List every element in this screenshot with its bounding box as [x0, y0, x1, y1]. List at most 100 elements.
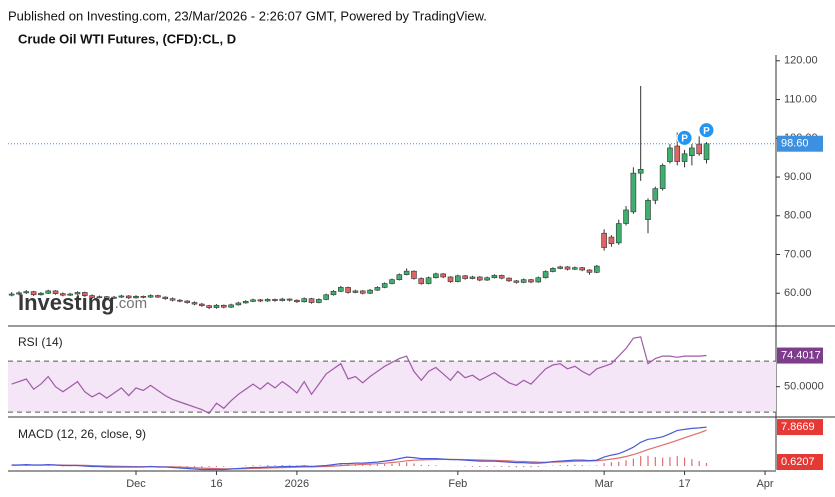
candle-body — [38, 292, 44, 296]
candle-body — [652, 188, 659, 201]
candle-body — [82, 292, 88, 296]
candle-body — [220, 304, 227, 308]
candle-body — [257, 299, 264, 302]
candle-body — [67, 293, 73, 296]
histogram-value-label-box — [777, 454, 823, 470]
candle-body — [45, 290, 52, 294]
candle-body — [352, 290, 359, 293]
y-tick-label: 60.00 — [784, 287, 812, 299]
candle-body — [213, 304, 220, 308]
candle-body — [286, 298, 293, 301]
candle-body — [667, 147, 673, 162]
macd-value-label-box — [777, 419, 823, 436]
candle-body — [623, 209, 629, 224]
x-tick-label: 17 — [678, 478, 690, 490]
candle-body — [199, 303, 205, 306]
candle-body — [242, 301, 249, 304]
candle-body — [469, 276, 476, 279]
candle-body — [593, 265, 600, 273]
candle-body — [133, 296, 139, 299]
candle-body — [140, 296, 147, 298]
candle-body — [294, 299, 300, 303]
rsi-title: RSI (14) — [18, 335, 63, 349]
x-tick-label: Feb — [448, 478, 467, 490]
rsi-value-label: 74.4017 — [781, 349, 821, 361]
candle-body — [228, 304, 234, 308]
candle-body — [396, 274, 403, 280]
candle-body — [520, 279, 527, 283]
histogram-value-label: 0.6207 — [781, 456, 815, 468]
event-label: P — [703, 126, 710, 137]
candle-body — [125, 295, 132, 299]
candle-body — [535, 277, 542, 283]
candle-body — [513, 280, 520, 283]
candle-body — [462, 275, 468, 279]
candle-body — [528, 279, 534, 283]
candle-body — [184, 300, 190, 303]
candle-body — [177, 299, 183, 302]
candle-body — [103, 296, 110, 299]
candle-body — [330, 290, 337, 296]
candle-body — [674, 145, 681, 162]
candle-body — [476, 276, 483, 281]
macd-value-label: 7.8669 — [781, 421, 815, 433]
candle-body — [572, 267, 578, 270]
candle-body — [418, 278, 425, 284]
candle-body — [8, 293, 15, 296]
chart-title: Crude Oil WTI Futures, (CFD):CL, D — [18, 31, 236, 46]
y-tick-label: 90.00 — [784, 171, 812, 183]
candle-body — [374, 287, 381, 291]
y-tick-label: 120.00 — [784, 55, 818, 67]
candle-body — [586, 269, 593, 273]
candle-body — [542, 271, 549, 279]
x-tick-label: 2026 — [285, 478, 309, 490]
candle-body — [637, 168, 644, 174]
candle-body — [696, 143, 703, 155]
candle-body — [23, 291, 30, 294]
candle-body — [557, 266, 564, 269]
candle-body — [601, 232, 607, 248]
candle-body — [506, 277, 512, 282]
candle-body — [16, 292, 22, 295]
candle-body — [169, 298, 176, 301]
candle-body — [118, 295, 125, 298]
rsi-line — [11, 336, 707, 415]
x-tick-label: Mar — [595, 478, 614, 490]
candle-body — [191, 302, 198, 305]
rsi-band — [8, 361, 776, 413]
candle-body — [425, 277, 432, 284]
candle-body — [162, 296, 169, 299]
candle-body — [367, 289, 373, 294]
candle-body — [89, 295, 95, 298]
candle-body — [681, 153, 688, 162]
event-marker — [676, 129, 693, 146]
event-label: P — [681, 134, 688, 145]
candle-body — [433, 273, 439, 279]
published-note: Published on Investing.com, 23/Mar/2026 … — [8, 8, 487, 23]
candle-body — [30, 291, 37, 296]
candle-body — [411, 270, 417, 279]
candle-body — [301, 298, 308, 303]
candle-body — [155, 295, 161, 298]
macd-line — [11, 426, 707, 471]
candle-body — [659, 165, 666, 189]
y-tick-label: 70.00 — [784, 248, 812, 260]
candle-body — [272, 299, 278, 301]
candle-body — [455, 275, 461, 282]
last-price-label: 98.60 — [781, 138, 809, 150]
candle-body — [279, 298, 286, 301]
candle-body — [403, 270, 410, 275]
candle-body — [615, 223, 622, 244]
candle-body — [630, 172, 637, 213]
last-price-label-box — [777, 135, 823, 152]
candle-body — [345, 287, 351, 293]
candle-body — [147, 295, 154, 298]
x-tick-label: Dec — [126, 478, 146, 490]
candle-body — [579, 267, 585, 271]
candle-body — [447, 276, 454, 282]
candle-body — [491, 275, 498, 279]
rsi-value-label-box — [777, 347, 823, 364]
y-tick-label: 110.00 — [784, 93, 817, 105]
candle-body — [645, 199, 651, 220]
